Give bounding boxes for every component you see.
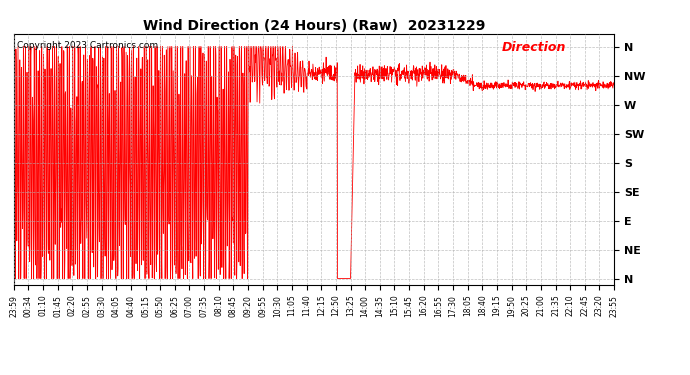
Text: Copyright 2023 Cartronics.com: Copyright 2023 Cartronics.com	[17, 41, 158, 50]
Text: Direction: Direction	[502, 41, 566, 54]
Title: Wind Direction (24 Hours) (Raw)  20231229: Wind Direction (24 Hours) (Raw) 20231229	[143, 19, 485, 33]
